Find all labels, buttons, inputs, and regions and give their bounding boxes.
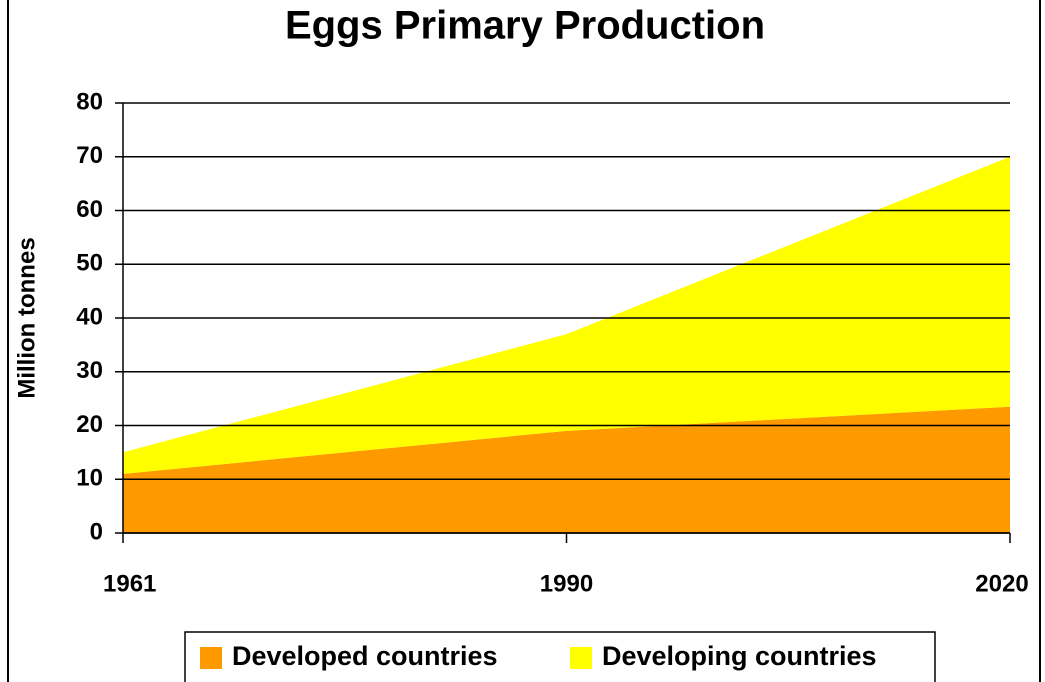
chart-title: Eggs Primary Production <box>285 4 765 48</box>
y-tick-label: 70 <box>76 142 103 169</box>
area <box>123 156 1010 474</box>
legend-label: Developing countries <box>602 641 877 671</box>
legend-swatch <box>200 647 222 669</box>
y-tick-label: 10 <box>76 465 103 492</box>
y-tick-label: 20 <box>76 411 103 438</box>
legend-swatch <box>570 647 592 669</box>
y-axis-label: Million tonnes <box>13 237 40 398</box>
y-tick-label: 0 <box>90 518 103 545</box>
y-tick-label: 40 <box>76 303 103 330</box>
legend-label: Developed countries <box>232 641 498 671</box>
area <box>123 406 1010 533</box>
x-tick-label: 1961 <box>103 570 156 597</box>
x-tick-label: 2020 <box>975 570 1028 597</box>
x-tick-label: 1990 <box>540 570 593 597</box>
legend-box <box>184 631 936 682</box>
y-tick-label: 30 <box>76 357 103 384</box>
y-tick-label: 60 <box>76 196 103 223</box>
y-tick-label: 50 <box>76 250 103 277</box>
y-tick-label: 80 <box>76 88 103 115</box>
